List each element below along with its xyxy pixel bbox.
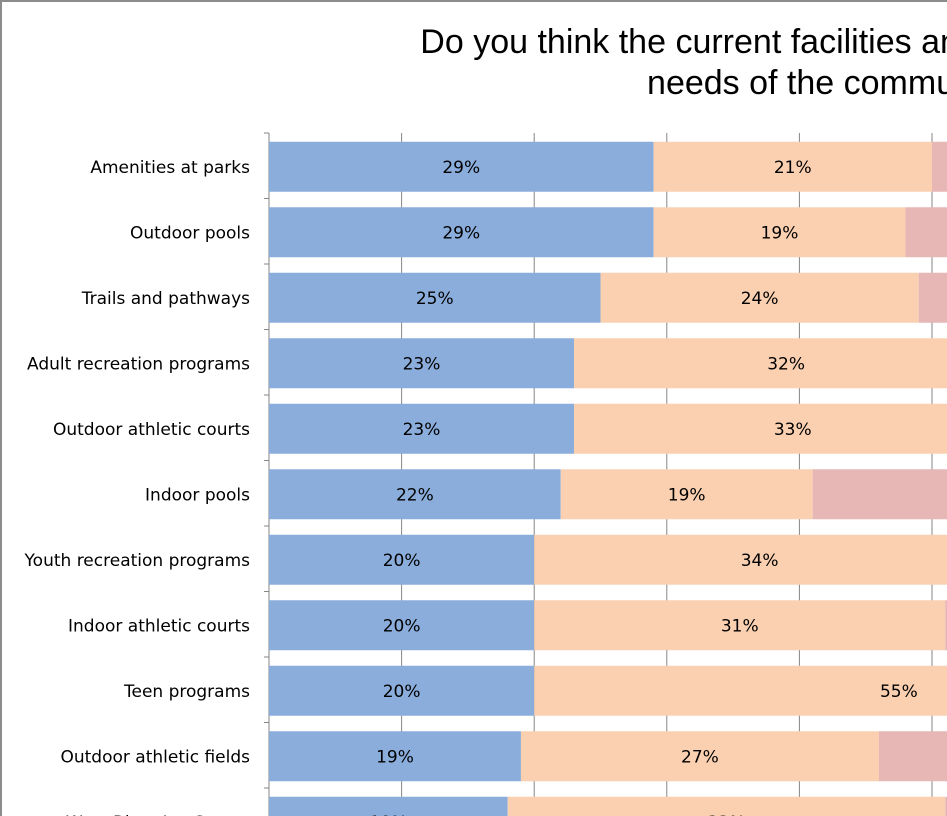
category-label: Youth recreation programs [24, 551, 251, 571]
category-label: Outdoor pools [130, 223, 250, 243]
data-label: 33% [774, 420, 812, 440]
bar-segment-series-1 [269, 600, 535, 651]
chart-title-line-2: needs of the community? [647, 64, 947, 102]
bar-segment-series-1 [269, 469, 561, 520]
bar-segment-series-2 [653, 141, 932, 192]
data-label: 20% [383, 616, 421, 636]
data-label: 19% [376, 747, 414, 767]
bar-segment-series-3 [878, 731, 947, 782]
data-label: 20% [383, 551, 421, 571]
bar-segment-series-1 [269, 731, 521, 782]
data-label: 55% [880, 682, 918, 702]
data-label: 19% [668, 485, 706, 505]
category-label: West River Ice Center [66, 813, 250, 816]
data-label: 29% [442, 158, 480, 178]
bar-segment-series-3 [905, 207, 947, 258]
bar-segment-series-2 [534, 600, 946, 651]
bar-segment-series-1 [269, 272, 601, 323]
data-label: 22% [396, 485, 434, 505]
data-label: 21% [774, 158, 812, 178]
bar-segment-series-1 [269, 141, 654, 192]
data-label: 18% [369, 813, 407, 816]
data-label: 24% [741, 289, 779, 309]
bar-segment-series-1 [269, 207, 654, 258]
bar-segment-series-1 [269, 338, 574, 389]
chart-title: Do you think the current facilities and … [207, 22, 947, 104]
bar-segment-series-2 [560, 469, 813, 520]
data-label: 19% [761, 223, 799, 243]
bar-segment-series-3 [945, 600, 947, 651]
chart-title-line-1: Do you think the current facilities and … [420, 23, 947, 61]
bar-segment-series-3 [932, 141, 947, 192]
bar-segment-series-1 [269, 403, 574, 454]
data-label: 27% [681, 747, 719, 767]
bar-segment-series-1 [269, 796, 508, 816]
bar-segment-series-2 [534, 534, 947, 585]
data-label: 31% [721, 616, 759, 636]
data-label: 23% [403, 354, 441, 374]
bar-segment-series-2 [520, 731, 879, 782]
bar-segment-series-2 [507, 796, 946, 816]
data-label: 32% [767, 354, 805, 374]
category-label: Indoor athletic courts [68, 616, 250, 636]
category-label: Outdoor athletic courts [53, 420, 250, 440]
data-label: 29% [442, 223, 480, 243]
bar-segment-series-2 [573, 403, 947, 454]
bar-segment-series-1 [269, 665, 535, 716]
category-label: Amenities at parks [90, 158, 250, 178]
category-label: Trails and pathways [81, 289, 250, 309]
bar-segment-series-3 [918, 272, 947, 323]
category-label: Outdoor athletic fields [60, 747, 250, 767]
bar-segment-series-3 [945, 796, 947, 816]
data-label: 20% [383, 682, 421, 702]
data-label: 23% [403, 420, 441, 440]
data-label: 33% [708, 813, 746, 816]
category-label: Teen programs [123, 682, 250, 702]
bar-segment-series-2 [534, 665, 947, 716]
bar-segment-series-2 [653, 207, 906, 258]
bar-segment-series-2 [573, 338, 947, 389]
bar-segment-series-2 [600, 272, 919, 323]
category-label: Indoor pools [145, 485, 250, 505]
data-label: 25% [416, 289, 454, 309]
bar-segment-series-1 [269, 534, 535, 585]
category-label: Adult recreation programs [27, 354, 250, 374]
bar-segment-series-3 [812, 469, 947, 520]
data-label: 34% [741, 551, 779, 571]
